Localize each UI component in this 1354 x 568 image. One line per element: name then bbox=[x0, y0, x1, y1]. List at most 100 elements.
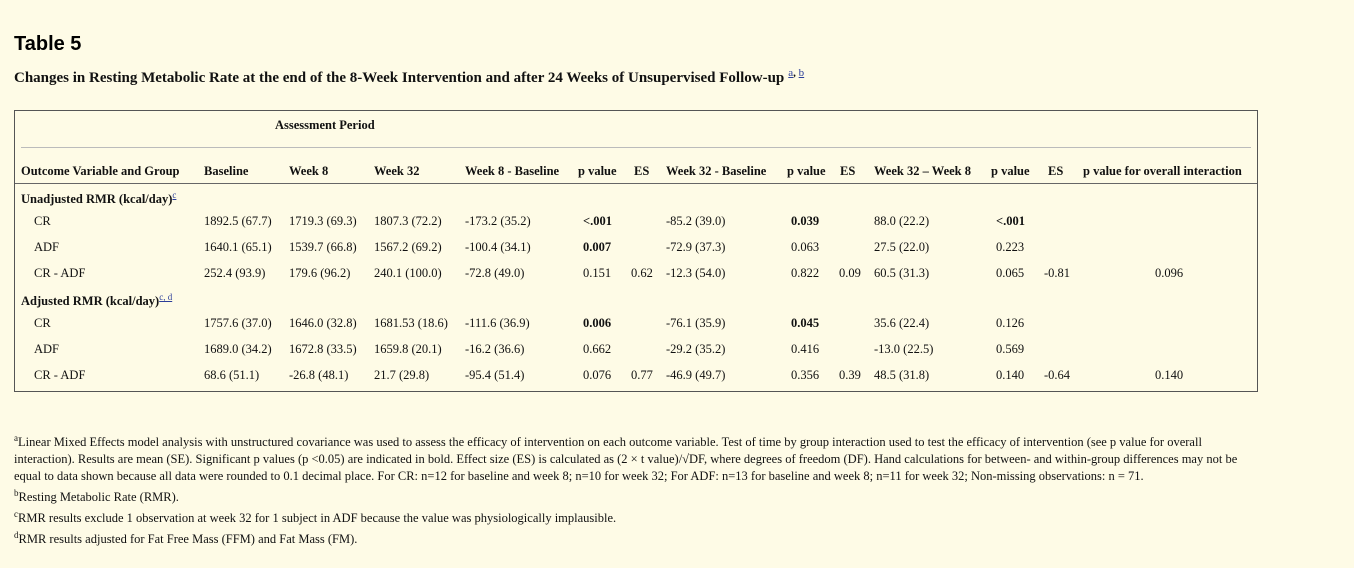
group-label: Adjusted RMR (kcal/day)c, d bbox=[21, 292, 173, 309]
table-cell: 0.006 bbox=[583, 316, 612, 330]
table-cell: 0.62 bbox=[631, 266, 653, 280]
table-cell: 179.6 (96.2) bbox=[289, 266, 351, 280]
table-cell: 1719.3 (69.3) bbox=[289, 214, 357, 228]
table-cell: <.001 bbox=[996, 214, 1025, 228]
table-cell: -16.2 (36.6) bbox=[465, 342, 525, 356]
footnote-a: aLinear Mixed Effects model analysis wit… bbox=[14, 430, 1344, 485]
column-header: Outcome Variable and Group bbox=[21, 164, 180, 178]
footnote-text: interaction). Results are mean (SE). Sig… bbox=[14, 452, 1238, 467]
table-cell: 0.140 bbox=[996, 368, 1025, 382]
table-cell: -12.3 (54.0) bbox=[666, 266, 726, 280]
column-header: p value bbox=[991, 164, 1030, 178]
table-cell: 21.7 (29.8) bbox=[374, 368, 430, 382]
row-label: ADF bbox=[34, 342, 60, 356]
footnote-text: Linear Mixed Effects model analysis with… bbox=[18, 435, 1202, 450]
caption-footnote-separator: , bbox=[793, 67, 799, 79]
footnote-d: dRMR results adjusted for Fat Free Mass … bbox=[14, 527, 1344, 548]
table-title: Table 5 bbox=[14, 33, 82, 55]
table-cell: 0.126 bbox=[996, 316, 1025, 330]
table-cell: 35.6 (22.4) bbox=[874, 316, 930, 330]
column-header: Week 32 – Week 8 bbox=[874, 164, 971, 178]
table-cell: 1892.5 (67.7) bbox=[204, 214, 272, 228]
footnote-text: equal to data shown because all data wer… bbox=[14, 469, 1144, 484]
table-cell: -46.9 (49.7) bbox=[666, 368, 726, 382]
column-header-rule bbox=[15, 183, 1257, 184]
column-header: Week 8 bbox=[289, 164, 329, 178]
table-cell: 0.007 bbox=[583, 240, 612, 254]
row-label: ADF bbox=[34, 240, 60, 254]
table-cell: <.001 bbox=[583, 214, 612, 228]
table-cell: 1757.6 (37.0) bbox=[204, 316, 272, 330]
table-cell: 60.5 (31.3) bbox=[874, 266, 930, 280]
table-cell: -13.0 (22.5) bbox=[874, 342, 934, 356]
table-cell: 27.5 (22.0) bbox=[874, 240, 930, 254]
table-cell: 0.140 bbox=[1155, 368, 1184, 382]
footnote-text: Resting Metabolic Rate (RMR). bbox=[18, 490, 179, 505]
table-cell: 68.6 (51.1) bbox=[204, 368, 260, 382]
group-footnote-ref[interactable]: c bbox=[172, 190, 177, 200]
table-cell: -29.2 (35.2) bbox=[666, 342, 726, 356]
group-footnote-ref[interactable]: c, d bbox=[159, 292, 173, 302]
assessment-period-header: Assessment Period bbox=[275, 118, 375, 132]
footnote-mark: b bbox=[14, 488, 19, 499]
footnote-mark: a bbox=[14, 433, 18, 443]
footnote-b: bResting Metabolic Rate (RMR). bbox=[14, 485, 1344, 506]
row-label: CR bbox=[34, 214, 51, 228]
column-header: Baseline bbox=[204, 164, 249, 178]
table-cell: 0.662 bbox=[583, 342, 612, 356]
table-cell: 0.065 bbox=[996, 266, 1025, 280]
table-cell: -173.2 (35.2) bbox=[465, 214, 531, 228]
table-cell: 1681.53 (18.6) bbox=[374, 316, 448, 330]
table-cell: 1689.0 (34.2) bbox=[204, 342, 272, 356]
table-cell: -72.8 (49.0) bbox=[465, 266, 525, 280]
caption-footnote-links: a, b bbox=[788, 67, 804, 79]
footnote-link-a[interactable]: a bbox=[788, 67, 794, 79]
footnote-c: cRMR results exclude 1 observation at we… bbox=[14, 506, 1344, 527]
footnote-mark: d bbox=[14, 530, 19, 541]
table-cell: 1672.8 (33.5) bbox=[289, 342, 357, 356]
table-cell: 1807.3 (72.2) bbox=[374, 214, 442, 228]
row-label: CR - ADF bbox=[34, 266, 86, 280]
column-header: ES bbox=[840, 164, 856, 178]
footnote-text: RMR results adjusted for Fat Free Mass (… bbox=[18, 532, 358, 547]
table-cell: -111.6 (36.9) bbox=[465, 316, 530, 330]
footnote-mark: c bbox=[14, 509, 18, 520]
table-cell: -26.8 (48.1) bbox=[289, 368, 349, 382]
table-cell: -85.2 (39.0) bbox=[666, 214, 726, 228]
table-cell: 1567.2 (69.2) bbox=[374, 240, 442, 254]
table-cell: 0.569 bbox=[996, 342, 1025, 356]
column-header: Week 32 - Baseline bbox=[666, 164, 767, 178]
table-cell: 0.096 bbox=[1155, 266, 1184, 280]
table-cell: 1646.0 (32.8) bbox=[289, 316, 357, 330]
table-cell: 1539.7 (66.8) bbox=[289, 240, 357, 254]
column-header: Week 8 - Baseline bbox=[465, 164, 560, 178]
table-cell: 252.4 (93.9) bbox=[204, 266, 266, 280]
header-rule bbox=[21, 147, 1251, 148]
table-cell: -72.9 (37.3) bbox=[666, 240, 726, 254]
table-cell: 0.039 bbox=[791, 214, 820, 228]
footnotes: aLinear Mixed Effects model analysis wit… bbox=[14, 430, 1344, 549]
caption-text: Changes in Resting Metabolic Rate at the… bbox=[14, 70, 785, 86]
table-cell: 0.223 bbox=[996, 240, 1025, 254]
table-cell: 0.39 bbox=[839, 368, 861, 382]
column-header: p value bbox=[578, 164, 617, 178]
column-header: ES bbox=[634, 164, 650, 178]
table-cell: 0.822 bbox=[791, 266, 820, 280]
table-cell: 0.063 bbox=[791, 240, 820, 254]
table-cell: 1659.8 (20.1) bbox=[374, 342, 442, 356]
table-cell: 0.77 bbox=[631, 368, 653, 382]
row-label: CR - ADF bbox=[34, 368, 86, 382]
row-label: CR bbox=[34, 316, 51, 330]
footnote-link-b[interactable]: b bbox=[798, 67, 805, 79]
table-cell: 88.0 (22.2) bbox=[874, 214, 930, 228]
table-cell: -0.64 bbox=[1044, 368, 1071, 382]
table-cell: 0.076 bbox=[583, 368, 612, 382]
column-header: ES bbox=[1048, 164, 1064, 178]
table-cell: 0.09 bbox=[839, 266, 861, 280]
footnote-text: RMR results exclude 1 observation at wee… bbox=[18, 511, 617, 526]
table-cell: 0.151 bbox=[583, 266, 612, 280]
table-cell: 240.1 (100.0) bbox=[374, 266, 442, 280]
table-cell: 0.045 bbox=[791, 316, 820, 330]
table-cell: 0.416 bbox=[791, 342, 820, 356]
table-cell: -100.4 (34.1) bbox=[465, 240, 531, 254]
